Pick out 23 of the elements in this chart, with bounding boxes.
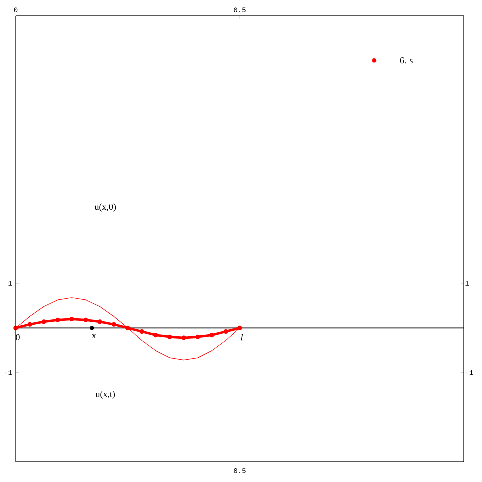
annotation: 6. s [400,58,413,64]
point [28,322,32,327]
point [196,334,200,340]
point [84,318,88,322]
annotation: u(x,0) [94,204,116,212]
point [126,326,130,330]
point [182,336,186,340]
point [98,320,102,324]
annotation: u(x,t) [96,391,116,400]
point [90,326,94,330]
point [238,326,242,330]
point [154,333,158,338]
point [140,329,144,334]
point [112,322,116,327]
point [210,333,214,338]
point [42,320,46,324]
point [56,318,60,322]
point [168,334,172,340]
point [224,329,228,334]
annotation: x [92,334,96,339]
annotation: l [241,334,244,341]
point [70,316,74,322]
point [372,58,377,63]
